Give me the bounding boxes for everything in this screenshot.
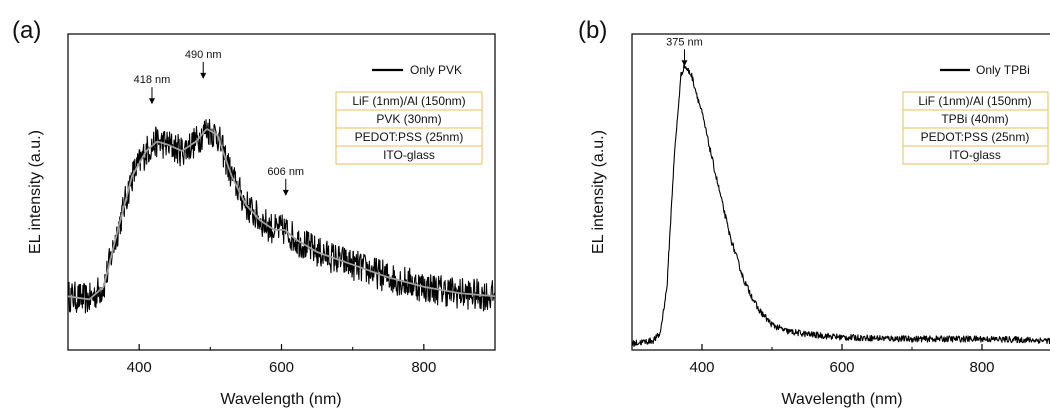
panel-b-x-tick-label: 400 xyxy=(689,359,714,376)
panel-b-stack-layer-1-label: LiF (1nm)/Al (150nm) xyxy=(918,94,1031,108)
panel-b-label: (b) xyxy=(578,17,607,44)
panel-a-peak-annotation: 490 nm xyxy=(185,49,222,61)
panel-b-x-tick-label: 600 xyxy=(829,359,854,376)
panel-b-stack-layer-3-label: PEDOT:PSS (25nm) xyxy=(921,130,1030,144)
panel-a-device-stack: LiF (1nm)/Al (150nm) PVK (30nm) PEDOT:PS… xyxy=(335,91,483,165)
panel-b-x-ticks: 400 600 800 xyxy=(631,344,995,376)
panel-a-peak-annotation: 606 nm xyxy=(267,166,304,178)
panel-b-peak-arrow-head xyxy=(681,60,688,67)
panel-b-plot-frame xyxy=(631,33,1050,351)
panel-a-legend: Only PVK xyxy=(372,63,462,77)
panel-a-peak-arrow-head xyxy=(200,72,207,79)
panel-a-stack-layer-4-label: ITO-glass xyxy=(383,148,435,162)
panel-b-annotations: 375 nm xyxy=(666,36,703,67)
panel-a-label: (a) xyxy=(12,17,41,44)
panel-b-stack-layer-2-label: TPBi (40nm) xyxy=(941,112,1008,126)
panel-a-series xyxy=(67,118,496,314)
panel-b-y-axis-title: EL intensity (a.u.) xyxy=(590,130,607,254)
panel-b-series xyxy=(631,63,1050,348)
panel-b: (b) 400 600 800 375 nm Only TPBi LiF (1nm)… xyxy=(578,17,1050,408)
panel-a-y-axis-title: EL intensity (a.u.) xyxy=(27,130,44,254)
panel-a-plot-frame xyxy=(67,33,496,351)
panel-b-x-tick-label: 800 xyxy=(969,359,994,376)
panel-a-peak-annotation: 418 nm xyxy=(134,74,171,86)
panel-b-stack-layer-4 xyxy=(902,145,1049,165)
panel-b-legend-label: Only TPBi xyxy=(976,63,1030,77)
panel-a-stack-layer-2-label: PVK (30nm) xyxy=(376,112,441,126)
panel-a-x-tick-label: 600 xyxy=(269,359,294,376)
panel-a-x-tick-label: 400 xyxy=(127,359,152,376)
panel-b-peak-annotation: 375 nm xyxy=(666,36,703,48)
panel-a-stack-layer-3-label: PEDOT:PSS (25nm) xyxy=(355,130,464,144)
panel-b-series-only-tpbi-line xyxy=(631,63,1050,348)
panel-b-x-axis-title: Wavelength (nm) xyxy=(781,391,902,408)
panel-a: (a) 400 600 800 418 nm 490 nm 606 nm Only PV… xyxy=(12,17,496,408)
panel-a-series-only-pvk-line xyxy=(67,118,496,314)
panel-a-stack-layer-4 xyxy=(335,145,483,165)
panel-a-x-ticks: 400 600 800 xyxy=(67,344,496,376)
panel-a-peak-arrow-head xyxy=(148,98,155,105)
panel-a-series-smoothed-fit-line xyxy=(67,128,496,301)
panel-a-stack-layer-1-label: LiF (1nm)/Al (150nm) xyxy=(352,94,465,108)
panel-a-peak-arrow-head xyxy=(282,189,289,196)
panel-b-legend: Only TPBi xyxy=(940,63,1030,77)
panel-a-x-tick-label: 800 xyxy=(411,359,436,376)
panel-b-stack-layer-4-label: ITO-glass xyxy=(949,148,1001,162)
panel-a-annotations: 418 nm 490 nm 606 nm xyxy=(134,49,304,196)
panel-a-legend-label: Only PVK xyxy=(410,63,462,77)
panel-a-x-axis-title: Wavelength (nm) xyxy=(220,391,341,408)
panel-b-device-stack: LiF (1nm)/Al (150nm) TPBi (40nm) PEDOT:P… xyxy=(902,91,1049,165)
